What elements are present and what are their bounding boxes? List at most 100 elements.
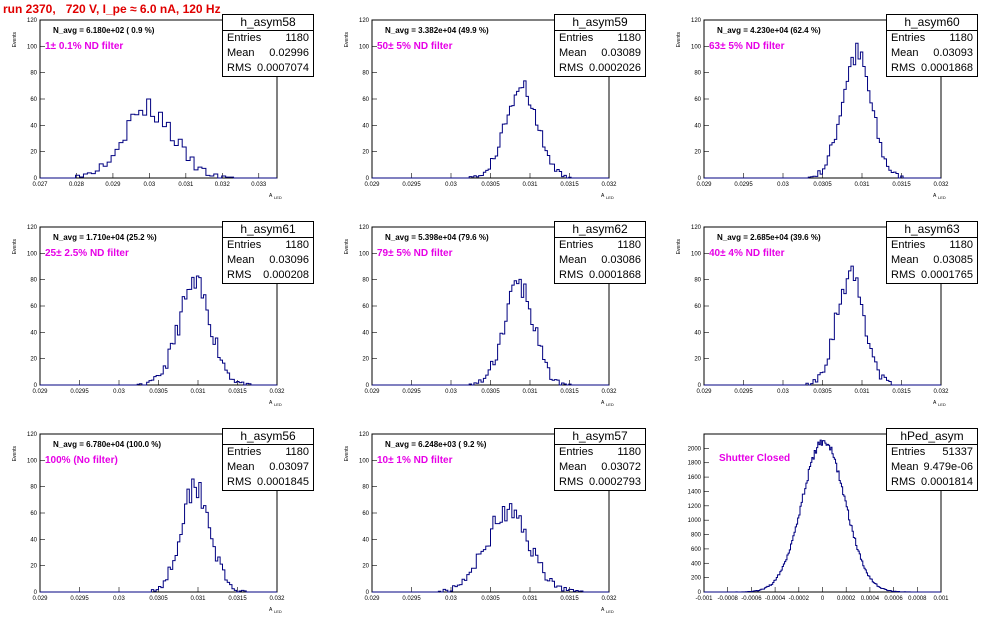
x-tick-label: 0.0002: [837, 596, 856, 602]
x-axis-label: A: [601, 400, 605, 406]
x-tick-label: 0.027: [32, 182, 48, 188]
histogram-plot: -0.001 -0.0008 -0.0006 -0.0004 -0.0002 0 0.000…: [688, 433, 949, 602]
y-tick-label: 60: [694, 304, 701, 310]
stats-row-entries: Entries 1180: [555, 238, 645, 253]
x-tick-label: 0.029: [364, 182, 380, 188]
stats-row-mean: Mean 0.03089: [555, 46, 645, 61]
stats-value: 0.0001845: [257, 476, 309, 488]
x-tick-label: 0.0305: [149, 596, 168, 602]
histogram-plot: 0.029 0.0295 0.03 0.0305 0.031 0.0315 0.032 0 20…: [12, 432, 285, 614]
histogram-name: h_asym58: [223, 15, 313, 31]
histogram-plot: 0.029 0.0295 0.03 0.0305 0.031 0.0315 0.032 0 20…: [676, 18, 949, 200]
x-tick-label: 0.028: [69, 182, 85, 188]
histogram-plot: 0.029 0.0295 0.03 0.0305 0.031 0.0315 0.032 0 20…: [344, 18, 617, 200]
x-tick-label: 0.0006: [884, 596, 903, 602]
run-title: run 2370, 720 V, I_pe ≈ 6.0 nA, 120 Hz: [3, 2, 221, 16]
x-tick-label: 0.032: [601, 182, 617, 188]
stats-key: Mean: [227, 254, 255, 266]
n-avg-label: N_avg = 2.685e+04 (39.6 %): [717, 233, 821, 242]
x-axis-label: A: [269, 193, 273, 199]
stats-value: 0.0001868: [921, 62, 973, 74]
y-tick-label: 40: [362, 123, 369, 129]
n-avg-label: N_avg = 3.382e+04 (49.9 %): [385, 26, 489, 35]
stats-row-rms: RMS 0.0001868: [555, 268, 645, 283]
stats-key: RMS: [891, 269, 916, 281]
histogram-pad: 0.029 0.0295 0.03 0.0305 0.031 0.0315 0.032 0 20…: [0, 207, 332, 414]
x-axis-subscript: LED: [606, 609, 614, 614]
stats-value: 0.0002026: [589, 62, 641, 74]
stats-row-entries: Entries 1180: [555, 445, 645, 460]
histogram-name: h_asym62: [555, 222, 645, 238]
x-tick-label: 0.032: [269, 389, 285, 395]
x-tick-label: 0.0295: [734, 182, 753, 188]
y-tick-label: 40: [30, 537, 37, 543]
y-tick-label: 0: [366, 176, 370, 182]
histogram-plot: 0.029 0.0295 0.03 0.0305 0.031 0.0315 0.032 0 20…: [12, 225, 285, 407]
stats-box: h_asym62 Entries 1180 Mean 0.03086 RMS 0.00018…: [554, 221, 646, 284]
y-axis-label: Events: [676, 32, 682, 48]
x-tick-label: 0.0295: [402, 182, 421, 188]
x-tick-label: 0.03: [777, 182, 789, 188]
x-tick-label: 0.0305: [481, 182, 500, 188]
n-avg-label: N_avg = 6.180e+02 ( 0.9 %): [53, 26, 155, 35]
n-avg-label: N_avg = 5.398e+04 (79.6 %): [385, 233, 489, 242]
stats-value: 0.0002793: [589, 476, 641, 488]
y-tick-label: 120: [359, 18, 370, 24]
stats-key: Mean: [559, 254, 587, 266]
histogram-pad: 0.029 0.0295 0.03 0.0305 0.031 0.0315 0.032 0 20…: [664, 207, 996, 414]
y-tick-label: 20: [30, 150, 37, 156]
y-tick-label: 100: [27, 251, 38, 257]
filter-label: Shutter Closed: [719, 453, 791, 464]
y-tick-label: 80: [30, 71, 37, 77]
y-tick-label: 0: [34, 590, 38, 596]
histogram-series: [40, 275, 277, 386]
y-tick-label: 1000: [688, 518, 702, 524]
stats-row-rms: RMS 0.0001765: [887, 268, 977, 283]
y-tick-label: 100: [27, 458, 38, 464]
stats-value: 0.0001765: [921, 269, 973, 281]
y-tick-label: 120: [359, 225, 370, 231]
stats-box: h_asym61 Entries 1180 Mean 0.03096 RMS 0.00020…: [222, 221, 314, 284]
histogram-series: [40, 98, 277, 179]
stats-key: Entries: [559, 239, 594, 251]
y-tick-label: 0: [698, 590, 702, 596]
x-tick-label: 0.032: [269, 596, 285, 602]
y-tick-label: 20: [30, 564, 37, 570]
y-axis-label: Events: [344, 239, 350, 255]
stats-box: hPed_asym Entries 51337 Mean 9.479e-06 RMS 0.0…: [886, 428, 978, 491]
stats-row-entries: Entries 1180: [555, 31, 645, 46]
x-tick-label: 0.0305: [813, 389, 832, 395]
filter-label: 1± 0.1% ND filter: [45, 41, 124, 52]
stats-row-entries: Entries 51337: [887, 445, 977, 460]
y-tick-label: 20: [362, 564, 369, 570]
stats-row-rms: RMS 0.0002793: [555, 475, 645, 490]
stats-key: RMS: [559, 62, 584, 74]
filter-label: 50± 5% ND filter: [377, 41, 453, 52]
x-tick-label: 0.03: [113, 389, 125, 395]
stats-key: Entries: [891, 32, 926, 44]
stats-row-rms: RMS 0.0001868: [887, 61, 977, 76]
stats-box: h_asym63 Entries 1180 Mean 0.03085 RMS 0.00017…: [886, 221, 978, 284]
y-tick-label: 120: [691, 18, 702, 24]
x-tick-label: 0.0295: [402, 389, 421, 395]
histogram-plot: 0.029 0.0295 0.03 0.0305 0.031 0.0315 0.032 0 20…: [344, 432, 617, 614]
y-tick-label: 40: [30, 123, 37, 129]
stats-key: RMS: [227, 269, 252, 281]
y-tick-label: 20: [30, 357, 37, 363]
histogram-series: [372, 278, 609, 386]
x-tick-label: 0.0315: [560, 596, 579, 602]
stats-key: RMS: [559, 269, 584, 281]
y-tick-label: 100: [691, 251, 702, 257]
stats-value: 0.02996: [269, 47, 309, 59]
histogram-pad: 0.029 0.0295 0.03 0.0305 0.031 0.0315 0.032 0 20…: [332, 414, 664, 621]
filter-label: 100% (No filter): [45, 455, 118, 466]
stats-row-entries: Entries 1180: [887, 238, 977, 253]
y-axis-label: Events: [344, 32, 350, 48]
x-tick-label: 0.0315: [892, 389, 911, 395]
x-tick-label: 0.0004: [861, 596, 880, 602]
x-tick-label: 0.029: [364, 389, 380, 395]
x-tick-label: 0.0315: [228, 389, 247, 395]
stats-value: 1180: [617, 239, 641, 251]
stats-row-mean: Mean 0.03072: [555, 460, 645, 475]
stats-key: Mean: [227, 461, 255, 473]
